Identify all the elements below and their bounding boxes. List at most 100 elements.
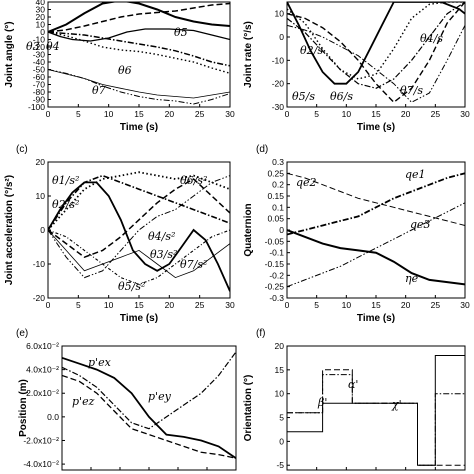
curve-label: θ3/s²	[150, 248, 177, 261]
y-tick-label: 10	[36, 20, 46, 30]
series-line-1	[287, 172, 465, 236]
series-line-3	[48, 28, 230, 42]
curve-label: qe1	[405, 168, 426, 181]
x-tick-label: 15	[371, 300, 381, 310]
x-axis-label: Time (s)	[120, 122, 158, 133]
chart-panel-3: 0 5 10 15 20 25 30 -20 -10 0 10 20 Time (s) Joint acc…	[4, 144, 235, 324]
x-tick-label: 25	[431, 472, 441, 474]
y-tick-label: -10	[33, 35, 46, 45]
chart-panel-4: 0 5 10 15 20 25 30-0.3-0.25-0.2-0.15-0.1-0.050…	[243, 144, 470, 324]
series-line-2	[62, 351, 236, 430]
curve-label: θ5/s²	[118, 280, 145, 293]
y-tick-label: 6.0x10⁻²	[26, 341, 59, 351]
curve-label: α'	[348, 378, 358, 391]
x-tick-label: 5	[89, 472, 94, 474]
x-tick-label: 10	[104, 109, 114, 119]
series-line-3	[287, 202, 465, 288]
series-line-1	[48, 171, 230, 231]
x-tick-label: 20	[401, 109, 411, 119]
x-tick-label: 30	[225, 300, 235, 310]
series-line-5	[48, 31, 230, 67]
y-tick-label: 0.1	[272, 202, 284, 212]
y-tick-label: 20	[275, 341, 285, 351]
y-tick-label: 30	[36, 5, 46, 15]
x-tick-label: 15	[144, 472, 154, 474]
x-tick-label: 30	[231, 472, 241, 474]
y-tick-label: -0.1	[269, 248, 284, 258]
x-tick-label: 5	[76, 109, 81, 119]
x-tick-label: 0	[285, 109, 290, 119]
y-tick-label: 40	[36, 0, 46, 7]
series-line-3	[62, 374, 236, 459]
series-line-7	[48, 229, 230, 285]
y-tick-label: 0.05	[267, 214, 284, 224]
y-tick-label: 0	[279, 225, 284, 235]
y-tick-label: 0	[40, 225, 45, 235]
y-tick-label: -4.0x10⁻²	[23, 459, 59, 469]
chart-panel-5: 0 5 10 15 20 25 30 -4.0x10⁻² -2.0x10⁻² 0.0 2.0x10⁻…	[16, 328, 241, 474]
x-tick-label: 5	[76, 300, 81, 310]
x-tick-label: 10	[115, 472, 125, 474]
curve-label: θ7/s²	[180, 258, 207, 271]
y-axis-label: Joint rate (°/s)	[243, 21, 254, 88]
series-line-6	[48, 69, 230, 99]
y-tick-label: 0.25	[267, 168, 284, 178]
x-tick-label: 20	[165, 300, 175, 310]
series-line-3	[287, 2, 465, 104]
x-tick-label: 10	[342, 300, 352, 310]
curve-label: ηe	[405, 272, 419, 285]
x-tick-label: 10	[342, 472, 352, 474]
y-tick-label: 0.2	[272, 180, 284, 190]
panel-label: (e)	[16, 328, 28, 339]
x-tick-label: 25	[195, 300, 205, 310]
x-tick-label: 20	[173, 472, 183, 474]
y-tick-label: 2.0x10⁻²	[26, 388, 59, 398]
y-tick-label: -0.15	[265, 259, 285, 269]
y-tick-label: -100	[28, 102, 45, 112]
series-line-2	[48, 2, 230, 33]
y-tick-label: -2.0x10⁻²	[23, 435, 59, 445]
panel-label: (c)	[16, 144, 28, 155]
series-line-3	[287, 355, 465, 466]
curve-label: θ6/s	[330, 90, 353, 103]
curve-label: χ'	[391, 398, 402, 411]
x-tick-label: 0	[46, 109, 51, 119]
y-tick-label: 0.0	[47, 412, 59, 422]
x-tick-label: 20	[401, 300, 411, 310]
curve-label: θ7	[92, 84, 106, 97]
x-tick-label: 30	[460, 300, 470, 310]
x-tick-label: 15	[134, 109, 144, 119]
curve-label: θ2/s²	[52, 198, 79, 211]
y-tick-label: 0	[279, 32, 284, 42]
curve-label: θ2/s	[300, 44, 323, 57]
y-tick-label: 15	[275, 365, 285, 375]
y-tick-label: -50	[33, 65, 46, 75]
y-tick-label: -70	[33, 80, 46, 90]
x-tick-label: 25	[202, 472, 212, 474]
curve-label: θ1/s²	[52, 174, 79, 187]
x-tick-label: 5	[314, 109, 319, 119]
curve-label: θ6	[118, 64, 132, 77]
y-tick-label: -90	[33, 95, 46, 105]
series-line-1	[48, 2, 230, 33]
series-line-4	[48, 31, 230, 74]
y-tick-label: 0.15	[267, 191, 284, 201]
series-line-4	[48, 178, 230, 259]
y-axis-label: Quaternion	[243, 203, 254, 256]
x-tick-label: 5	[314, 472, 319, 474]
curve-label: p'ey	[148, 390, 172, 403]
series-line-4	[287, 229, 465, 286]
series-line-5	[48, 229, 230, 279]
x-tick-label: 30	[460, 109, 470, 119]
y-tick-label: -10	[33, 259, 46, 269]
series-line-2	[48, 174, 230, 231]
curve-label: p'ez	[72, 395, 95, 408]
y-tick-label: 10	[275, 389, 285, 399]
x-tick-label: 10	[342, 109, 352, 119]
series-line-1	[287, 2, 465, 85]
curve-label: θ6/s²	[180, 174, 207, 187]
curve-label: qe2	[296, 176, 317, 189]
series-line-7	[48, 69, 230, 105]
x-tick-label: 10	[104, 300, 114, 310]
x-axis-label: Time (s)	[120, 313, 158, 324]
